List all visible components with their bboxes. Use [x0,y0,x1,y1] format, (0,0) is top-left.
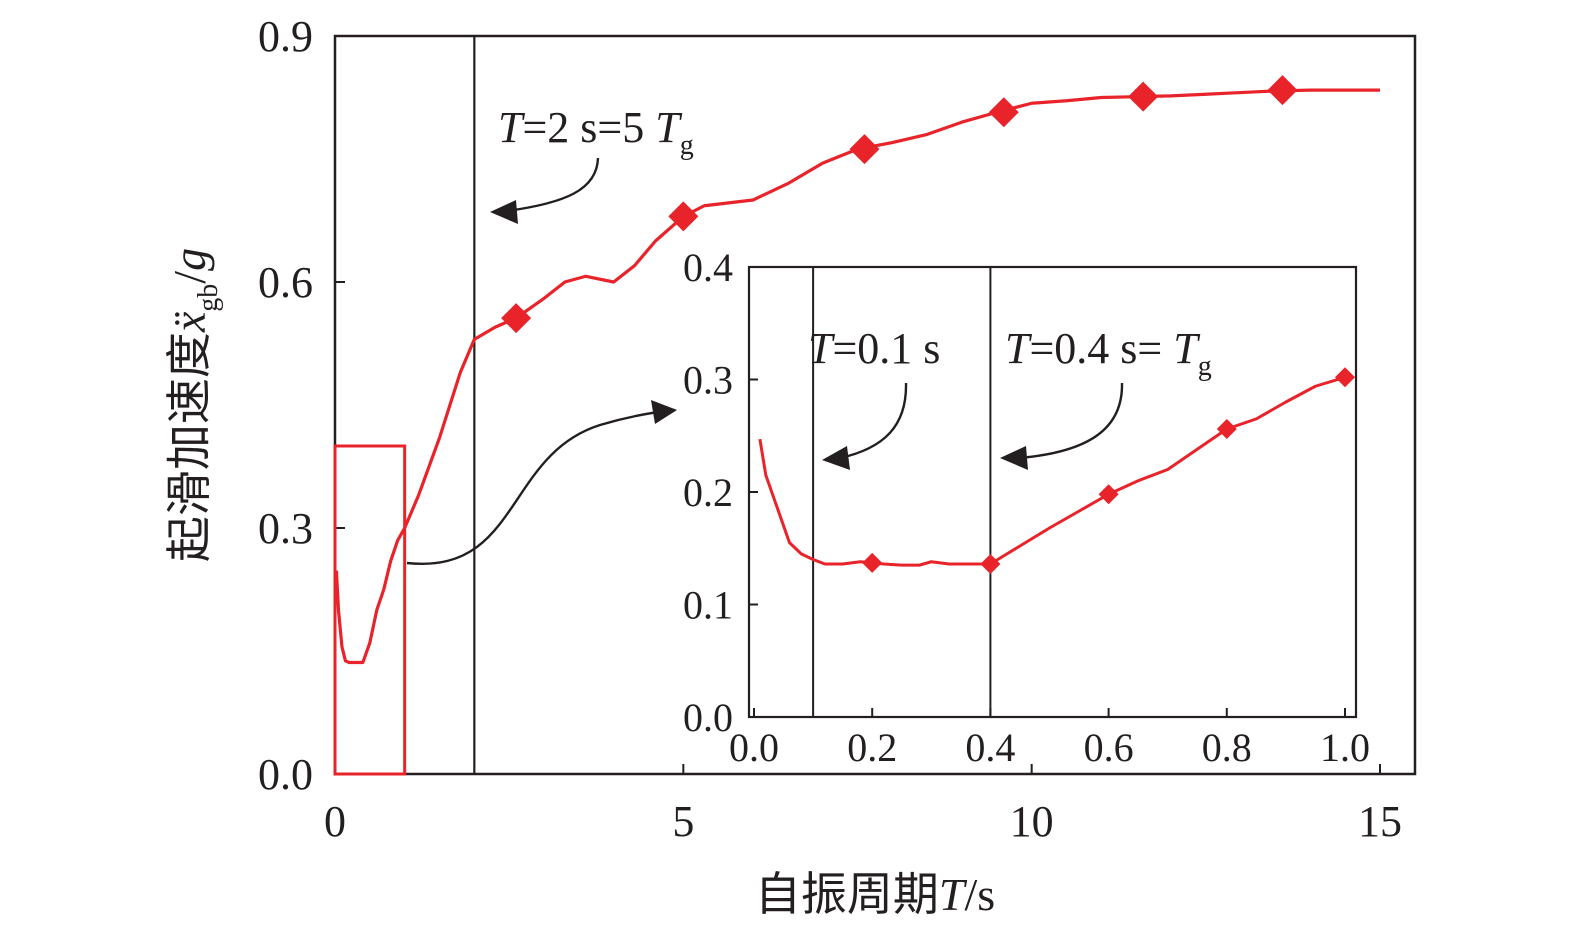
ann-main-rest: =2 s=5 [522,103,655,152]
inset-annotation-2: T=0.4 s= Tg [1005,324,1212,382]
inset-x-tick-label: 0.2 [847,725,897,770]
inset-y-tick-label: 0.4 [683,245,733,290]
x-axis-label: 自振周期T/s [755,869,995,920]
ann-main-sub: g [680,130,694,161]
zoom-connector-arrow [406,408,676,566]
main-series-line [334,88,1380,665]
main-data-point [1267,75,1298,106]
inset-data-point [1098,484,1119,505]
inset-annotation-arrowhead-2 [1000,446,1028,470]
y-axis-label: 起滑加速度ẍgb/g [164,248,224,562]
inset-data-point [1335,367,1355,388]
main-y-tick-label: 0.3 [258,504,313,553]
inset-vlines [812,267,992,717]
inset-y-ticks: 0.0 0.1 0.2 0.3 0.4 [683,245,758,740]
main-series-markers [501,75,1298,334]
inset-y-tick-label: 0.2 [683,470,733,515]
inset-series-line [758,375,1346,567]
x-axis-label-unit: /s [964,869,995,920]
inset-data-point [1216,419,1237,439]
main-x-tick-label: 5 [672,797,694,846]
x-axis-label-prefix: 自振周期 [755,869,939,920]
y-axis-label-g: g [164,248,215,271]
inset-x-tick-label: 1.0 [1320,725,1370,770]
main-data-point [988,97,1019,128]
zoom-highlight-box [333,444,407,776]
main-annotation-arrow [506,157,600,213]
ann-inset1-rest: =0.1 s [832,324,940,373]
main-y-tick-label: 0.0 [258,750,313,799]
main-x-tick-label: 0 [324,797,346,846]
inset-annotation-arrowhead-1 [822,446,850,470]
ann-inset2-rest: =0.4 s= [1029,324,1173,373]
main-data-point [849,134,880,165]
inset-annotation-arrow-2 [1018,382,1124,460]
inset-annotation-1: T=0.1 s [808,324,940,373]
y-axis-label-sub: gb [193,284,224,312]
inset-y-tick-label: 0.1 [683,583,733,628]
y-axis-label-slash: / [164,271,215,284]
main-annotation-arrowhead [490,200,518,224]
main-data-point [501,303,532,334]
ann-inset2-sub: g [1198,351,1212,382]
x-axis-label-var: T [939,869,968,920]
inset-x-tick-label: 0.0 [729,725,779,770]
inset-data-point [862,552,883,573]
main-y-ticks: 0.0 0.3 0.6 0.9 [258,12,345,799]
main-x-tick-label: 10 [1010,797,1054,846]
inset-bg [749,267,1356,717]
main-x-ticks: 0 5 10 15 [324,764,1402,846]
main-annotation: T=2 s=5 Tg [498,103,694,161]
inset-x-tick-label: 0.4 [965,725,1015,770]
main-y-tick-label: 0.9 [258,12,313,61]
ann-inset2-T2: T [1173,324,1201,373]
inset-x-tick-label: 0.6 [1084,725,1134,770]
y-axis-label-var: ẍ [164,311,215,333]
inset-series-markers [862,367,1355,574]
inset-data-point [980,554,1001,574]
main-plot-frame [333,34,1417,776]
ann-main-T2: T [655,103,683,152]
y-axis-label-prefix: 起滑加速度 [164,332,215,562]
inset-annotation-arrow-1 [839,382,908,460]
zoom-connector-arrowhead [651,400,677,424]
inset-x-ticks: 0.0 0.2 0.4 0.6 0.8 1.0 [729,708,1370,770]
ann-main-T: T [498,103,526,152]
main-data-point [668,201,699,232]
main-data-point [1128,81,1159,112]
inset-y-tick-label: 0.0 [683,695,733,740]
inset-x-tick-label: 0.8 [1202,725,1252,770]
ann-inset1-T: T [808,324,836,373]
main-x-tick-label: 15 [1358,797,1402,846]
ann-inset2-T: T [1005,324,1033,373]
main-y-tick-label: 0.6 [258,258,313,307]
inset-y-tick-label: 0.3 [683,358,733,403]
